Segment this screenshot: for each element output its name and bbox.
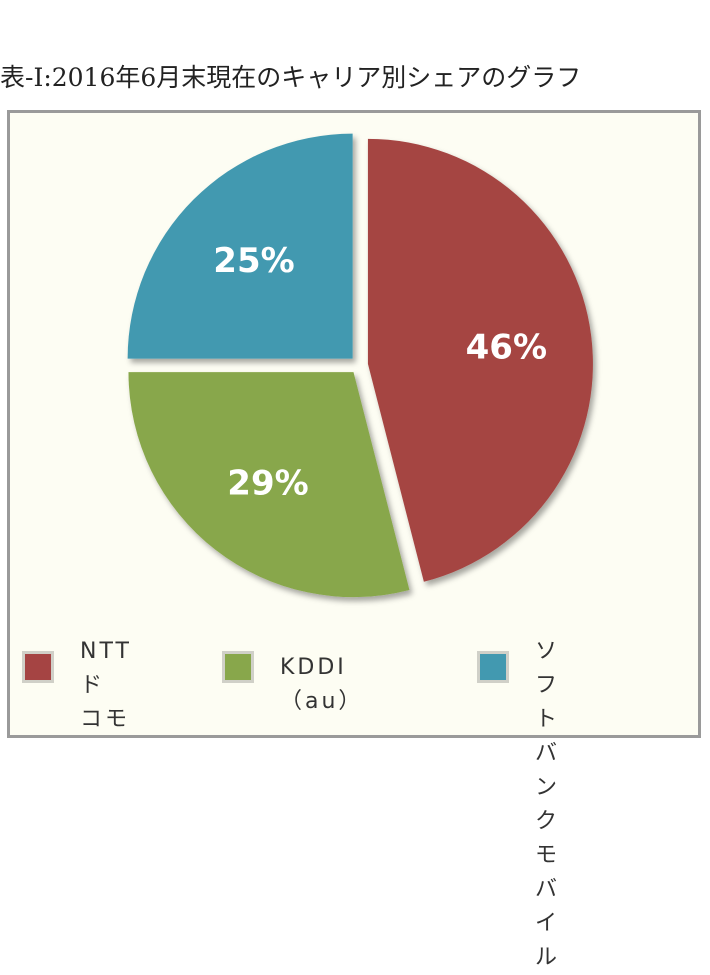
slice-label-kddi: 29% bbox=[227, 463, 308, 503]
pie-slice-softbank bbox=[127, 133, 353, 359]
pie-chart: 46% 29% 25% bbox=[127, 133, 593, 598]
legend-label-softbank: ソフトバン クモバイル bbox=[535, 635, 561, 975]
pie-slice-kddi bbox=[128, 372, 410, 598]
legend-label-line: KDDI（au） bbox=[280, 655, 364, 714]
slice-label-softbank: 25% bbox=[213, 241, 294, 281]
legend-swatch-softbank bbox=[477, 651, 509, 683]
legend-label-line: ソフトバン bbox=[535, 639, 561, 800]
chart-frame: 46% 29% 25% NTTド コモ KDDI（au） ソフトバン クモバイル bbox=[7, 110, 701, 970]
legend-label-line: クモバイル bbox=[535, 809, 561, 970]
legend: NTTド コモ KDDI（au） ソフトバン クモバイル bbox=[14, 633, 694, 970]
legend-swatch-docomo bbox=[22, 651, 54, 683]
pie-slice-docomo bbox=[367, 138, 593, 582]
legend-label-line: NTTド bbox=[80, 639, 132, 698]
legend-swatch-kddi bbox=[222, 651, 254, 683]
legend-label-docomo: NTTド コモ bbox=[80, 635, 132, 737]
slice-label-docomo: 46% bbox=[466, 327, 547, 367]
legend-label-kddi: KDDI（au） bbox=[280, 651, 363, 719]
legend-label-line: コモ bbox=[80, 707, 131, 732]
chart-title: 表-Ⅰ:2016年6月末現在のキャリア別シェアのグラフ bbox=[0, 63, 582, 92]
